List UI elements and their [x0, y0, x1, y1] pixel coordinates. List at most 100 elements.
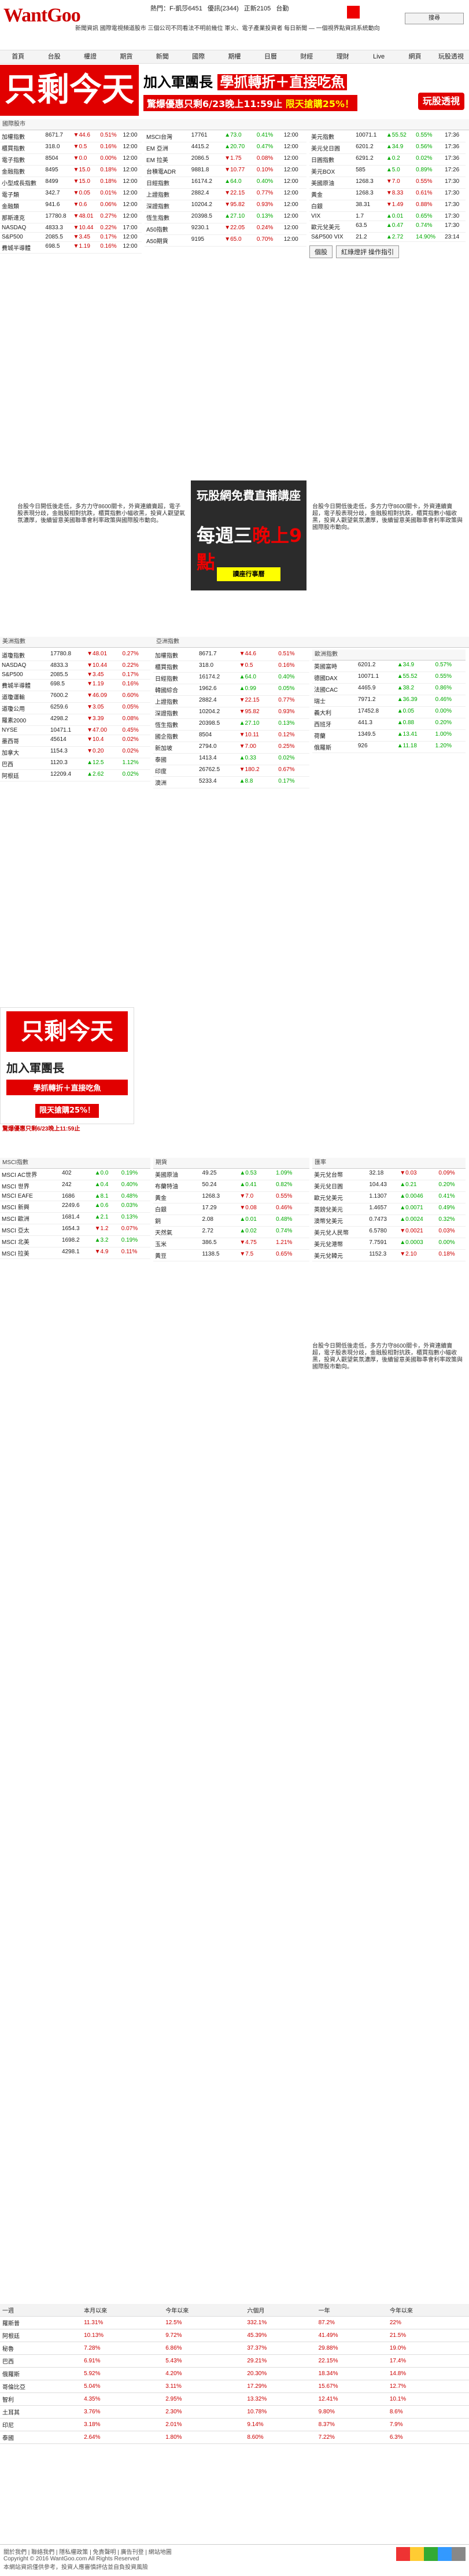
quote-row[interactable]: 金融指數 8495 ▼15.0 0.18% 12:00 [0, 165, 142, 177]
quote-row[interactable]: MSCI 新興 2249.6 ▲0.6 0.03% [0, 1201, 150, 1213]
quote-name[interactable]: A50指數 [145, 223, 190, 235]
quote-row[interactable]: VIX 1.7 ▲0.01 0.65% 17:30 [309, 211, 466, 221]
quote-name[interactable]: 西班牙 [312, 718, 356, 730]
quote-row[interactable]: 歐元兌美元 1.1307 ▲0.0046 0.41% [312, 1191, 466, 1203]
quote-row[interactable]: 上證指數 2882.4 ▼22.15 0.77% 12:00 [145, 188, 306, 200]
quote-name[interactable]: 美元兌日圓 [312, 1180, 368, 1192]
nav-item[interactable]: 網頁 [408, 53, 422, 60]
ticker-item[interactable]: 優訊(2344) [207, 5, 239, 12]
quote-row[interactable]: 墨西哥 45614 ▼10.4 0.02% [0, 735, 150, 747]
quote-row[interactable]: 澳洲 5233.4 ▲8.8 0.17% [153, 776, 309, 788]
quote-name[interactable]: 荷蘭 [312, 729, 356, 742]
quote-name[interactable]: MSCI AC世界 [0, 1169, 60, 1180]
quote-name[interactable]: 日經指數 [145, 177, 190, 189]
quote-name[interactable]: 加權指數 [0, 131, 44, 142]
quote-name[interactable]: 美國原油 [153, 1169, 201, 1180]
quote-row[interactable]: MSCI EAFE 1686 ▲8.1 0.48% [0, 1191, 150, 1201]
nav-item[interactable]: 期權 [228, 53, 241, 60]
quote-name[interactable]: MSCI 新興 [0, 1201, 60, 1213]
quote-name[interactable]: 墨西哥 [0, 735, 49, 747]
perf-row[interactable]: 泰國 2.64% 1.80% 8.60% 7.22% 6.3% [0, 2431, 469, 2444]
quote-name[interactable]: 加權指數 [153, 649, 197, 661]
quote-row[interactable]: 荷蘭 1349.5 ▲13.41 1.00% [312, 729, 466, 742]
signal-button[interactable]: 紅綠燈評 操作指引 [336, 245, 400, 258]
perf-name[interactable]: 泰國 [0, 2431, 82, 2444]
perf-name[interactable]: 智利 [0, 2392, 82, 2406]
quote-row[interactable]: 道瓊指數 17780.8 ▼48.01 0.27% [0, 649, 150, 661]
quote-row[interactable]: 道瓊公用 6259.6 ▼3.05 0.05% [0, 702, 150, 714]
quote-row[interactable]: MSCI AC世界 402 ▲0.0 0.19% [0, 1169, 150, 1180]
quote-row[interactable]: 美元兌港幣 7.7591 ▲0.0003 0.00% [312, 1238, 466, 1250]
quote-row[interactable]: 法國CAC 4465.9 ▲38.2 0.86% [312, 683, 466, 695]
quote-row[interactable]: 美元兌韓元 1152.3 ▼2.10 0.18% [312, 1249, 466, 1261]
quote-row[interactable]: 英鎊兌美元 1.4657 ▲0.0071 0.49% [312, 1203, 466, 1215]
quote-name[interactable]: 美元兌台幣 [312, 1169, 368, 1180]
quote-row[interactable]: 美國原油 1268.3 ▼7.0 0.55% 17:30 [309, 177, 466, 189]
nav-item[interactable]: 理財 [336, 53, 349, 60]
perf-row[interactable]: 智利 4.35% 2.95% 13.32% 12.41% 10.1% [0, 2392, 469, 2406]
quote-name[interactable]: MSCI EAFE [0, 1191, 60, 1201]
quote-row[interactable]: 美元BOX 585 ▲5.0 0.89% 17:26 [309, 165, 466, 177]
quote-name[interactable]: 道瓊公用 [0, 702, 49, 714]
stock-button[interactable]: 個股 [309, 245, 333, 258]
quote-name[interactable]: 巴西 [0, 758, 49, 770]
quote-row[interactable]: 日經指數 16174.2 ▲64.0 0.40% 12:00 [145, 177, 306, 189]
quote-name[interactable]: 那斯達克 [0, 211, 44, 223]
quote-row[interactable]: 韓國綜合 1962.6 ▲0.99 0.05% [153, 684, 309, 696]
nav-item[interactable]: Live [373, 53, 385, 60]
quote-name[interactable]: 歐元兌美元 [312, 1191, 368, 1203]
quote-name[interactable]: 美元兌人民幣 [312, 1226, 368, 1238]
perf-row[interactable]: 羅斯普 11.31% 12.5% 332.1% 87.2% 22% [0, 2316, 469, 2329]
quote-row[interactable]: EM 拉美 2086.5 ▼1.75 0.08% 12:00 [145, 153, 306, 166]
quote-row[interactable]: NASDAQ 4833.3 ▼10.44 0.22% 17:00 [0, 223, 142, 233]
quote-name[interactable]: VIX [309, 211, 354, 221]
quote-row[interactable]: 布蘭特油 50.24 ▲0.41 0.82% [153, 1180, 309, 1192]
quote-name[interactable]: 法國CAC [312, 683, 356, 695]
quote-name[interactable]: 道瓊運輸 [0, 691, 49, 703]
quote-name[interactable]: 黃金 [309, 188, 354, 200]
quote-row[interactable]: 羅素2000 4298.2 ▼3.39 0.08% [0, 714, 150, 726]
quote-name[interactable]: 美元指數 [309, 131, 354, 142]
quote-row[interactable]: MSCI 亞太 1654.3 ▼1.2 0.07% [0, 1224, 150, 1236]
nav-item[interactable]: 新聞 [156, 53, 169, 60]
quote-name[interactable]: 玉米 [153, 1238, 201, 1250]
quote-row[interactable]: 巴西 1120.3 ▲12.5 1.12% [0, 758, 150, 770]
quote-row[interactable]: 台積電ADR 9881.8 ▼10.77 0.10% 12:00 [145, 165, 306, 177]
quote-name[interactable]: 電子指數 [0, 153, 44, 166]
quote-name[interactable]: MSCI 拉美 [0, 1247, 60, 1259]
quote-row[interactable]: 費城半導體 698.5 ▼1.19 0.16% [0, 679, 150, 691]
quote-name[interactable]: MSCI 世界 [0, 1180, 60, 1192]
perf-name[interactable]: 俄羅斯 [0, 2367, 82, 2380]
header-links[interactable]: 新聞資訊 國際電視頻道股市 三個公司不同看法不明前幾位 軍火、電子產業投資者 每… [75, 25, 380, 32]
quote-row[interactable]: 俄羅斯 926 ▲11.18 1.20% [312, 741, 466, 753]
ticker-item[interactable]: 台勤 [276, 5, 289, 12]
quote-row[interactable]: 阿根廷 12209.4 ▲2.62 0.02% [0, 769, 150, 781]
quote-row[interactable]: 英國富時 6201.2 ▲34.9 0.57% [312, 660, 466, 672]
quote-row[interactable]: EM 亞洲 4415.2 ▲20.70 0.47% 12:00 [145, 142, 306, 154]
perf-row[interactable]: 土耳其 3.76% 2.30% 10.78% 9.80% 8.6% [0, 2405, 469, 2419]
quote-row[interactable]: 西班牙 441.3 ▲0.88 0.20% [312, 718, 466, 730]
quote-name[interactable]: 櫃買指數 [153, 660, 197, 673]
quote-row[interactable]: 澳幣兌美元 0.7473 ▲0.0024 0.32% [312, 1214, 466, 1227]
quote-row[interactable]: 國企指數 8504 ▼10.11 0.12% [153, 730, 309, 742]
quote-name[interactable]: 泰國 [153, 753, 197, 765]
quote-name[interactable]: 白銀 [153, 1203, 201, 1215]
quote-row[interactable]: S&P500 2085.5 ▼3.45 0.17% 12:00 [0, 232, 142, 242]
quote-name[interactable]: 羅素2000 [0, 714, 49, 726]
quote-name[interactable]: 澳洲 [153, 776, 197, 788]
quote-name[interactable]: 加拿大 [0, 746, 49, 758]
quote-name[interactable]: 銅 [153, 1214, 201, 1227]
footer-links[interactable]: 關於我們 | 聯絡我們 | 隱私權政策 | 免責聲明 | 廣告刊登 | 網站地圖 [3, 2549, 172, 2556]
quote-row[interactable]: 歐元兌美元 63.5 ▲0.47 0.74% 17:30 [309, 221, 466, 233]
quote-row[interactable]: 深證指數 10204.2 ▼95.82 0.93% [153, 707, 309, 719]
quote-row[interactable]: 美國原油 49.25 ▲0.53 1.09% [153, 1169, 309, 1180]
quote-name[interactable]: EM 拉美 [145, 153, 190, 166]
quote-name[interactable]: NASDAQ [0, 660, 49, 670]
quote-name[interactable]: S&P500 VIX [309, 232, 354, 242]
quote-name[interactable]: 美元兌日圓 [309, 142, 354, 154]
live-promo[interactable]: 玩股網免費直播講座 每週三晚上9點 讀座行事曆 [191, 480, 306, 590]
quote-row[interactable]: 道瓊運輸 7600.2 ▼46.09 0.60% [0, 691, 150, 703]
quote-name[interactable]: 布蘭特油 [153, 1180, 201, 1192]
quote-name[interactable]: MSCI 北美 [0, 1235, 60, 1247]
quote-row[interactable]: A50期貨 9195 ▼65.0 0.70% 12:00 [145, 234, 306, 247]
